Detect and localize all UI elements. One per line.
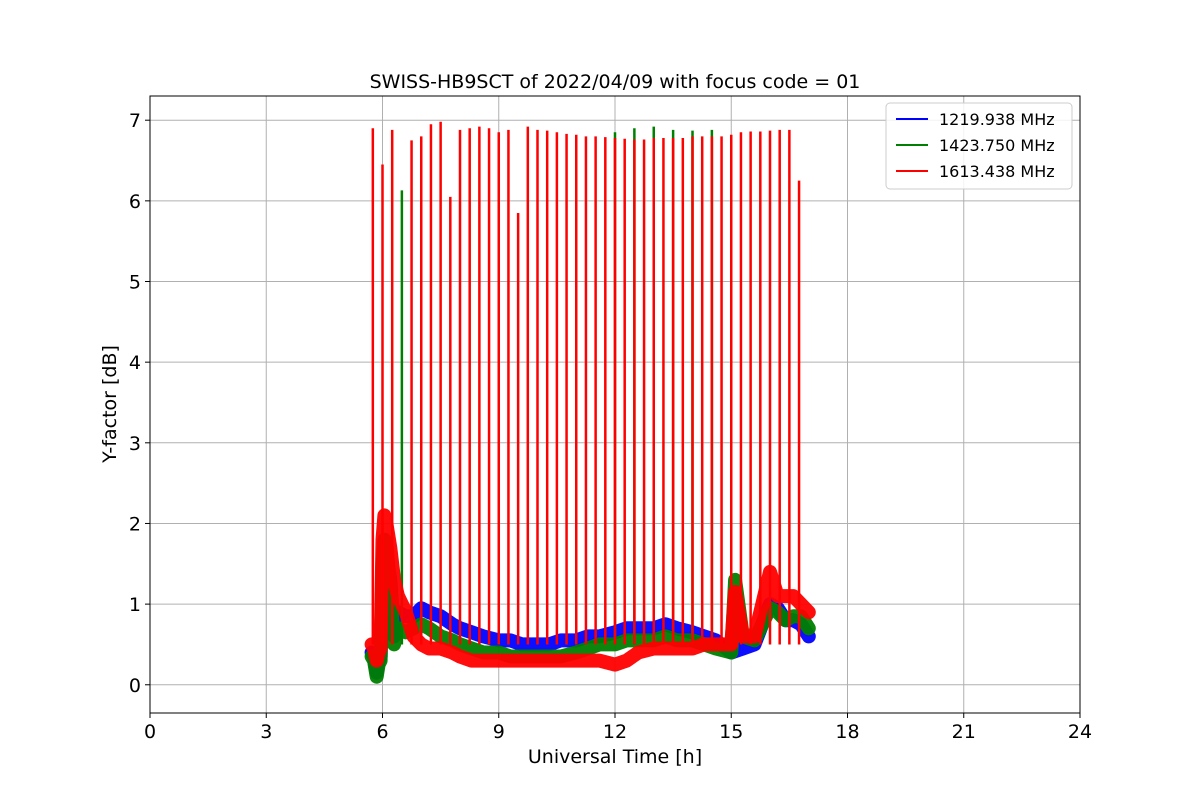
- x-tick-label: 12: [603, 721, 627, 743]
- y-tick-label: 0: [129, 675, 141, 697]
- x-tick-label: 15: [719, 721, 743, 743]
- legend-label-1423: 1423.750 MHz: [939, 136, 1055, 155]
- y-tick-label: 6: [129, 191, 141, 213]
- legend-box: [885, 102, 1073, 190]
- x-axis-label: Universal Time [h]: [528, 746, 702, 768]
- x-tick-label: 9: [493, 721, 505, 743]
- y-tick-label: 3: [129, 433, 141, 455]
- y-tick-label: 7: [129, 110, 141, 132]
- legend-label-1613: 1613.438 MHz: [939, 162, 1055, 181]
- x-tick-label: 6: [376, 721, 388, 743]
- plot-area: [364, 121, 816, 684]
- y-axis-label: Y-factor [dB]: [99, 345, 121, 464]
- y-tick-label: 2: [129, 513, 141, 535]
- x-tick-label: 18: [835, 721, 859, 743]
- x-tick-label: 0: [144, 721, 156, 743]
- x-tick-label: 3: [260, 721, 272, 743]
- series-line-2: [364, 508, 816, 672]
- chart-title: SWISS-HB9SCT of 2022/04/09 with focus co…: [370, 71, 861, 93]
- x-tick-label: 24: [1068, 721, 1092, 743]
- x-tick-label: 21: [952, 721, 976, 743]
- y-tick-label: 1: [129, 594, 141, 616]
- legend: 1219.938 MHz 1423.750 MHz 1613.438 MHz: [885, 102, 1073, 190]
- y-tick-label: 4: [129, 352, 141, 374]
- legend-label-1219: 1219.938 MHz: [939, 110, 1055, 129]
- y-tick-label: 5: [129, 272, 141, 294]
